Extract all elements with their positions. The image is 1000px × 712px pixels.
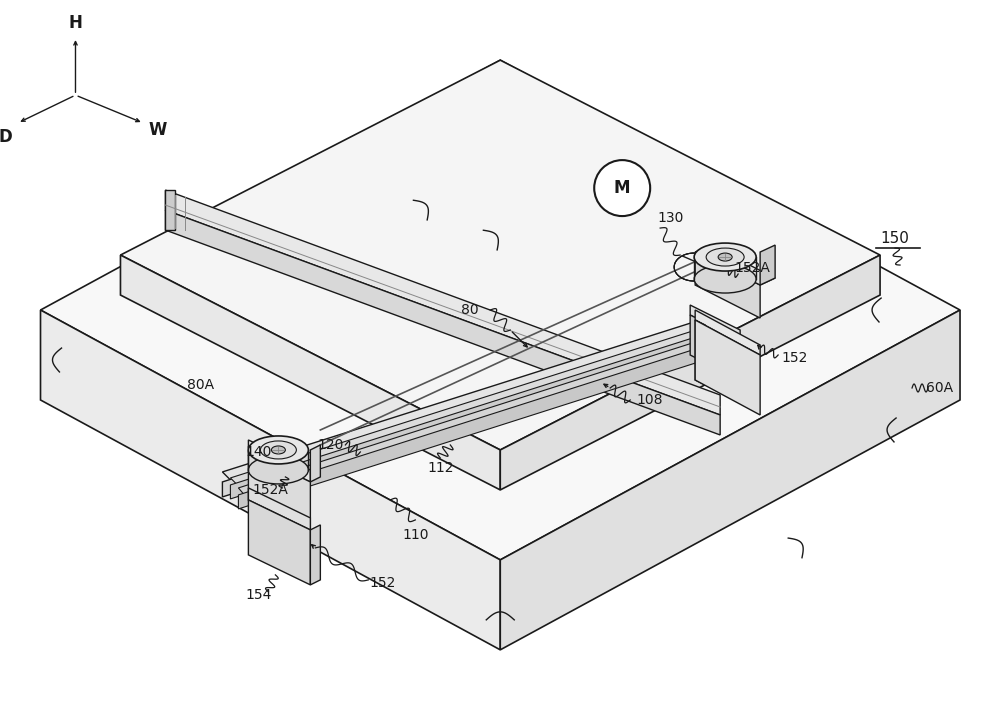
Polygon shape bbox=[695, 245, 775, 285]
Polygon shape bbox=[760, 245, 775, 285]
Polygon shape bbox=[690, 305, 740, 340]
Text: 108: 108 bbox=[637, 393, 663, 407]
Ellipse shape bbox=[694, 243, 756, 271]
Ellipse shape bbox=[260, 441, 296, 459]
Polygon shape bbox=[41, 60, 960, 560]
Polygon shape bbox=[230, 327, 711, 485]
Text: 130: 130 bbox=[657, 211, 683, 225]
Ellipse shape bbox=[694, 265, 756, 293]
Text: H: H bbox=[69, 14, 82, 32]
Polygon shape bbox=[500, 310, 960, 650]
Polygon shape bbox=[695, 320, 705, 385]
Text: 110: 110 bbox=[402, 528, 429, 542]
Polygon shape bbox=[695, 310, 760, 355]
Text: 152: 152 bbox=[369, 576, 396, 590]
Polygon shape bbox=[120, 255, 500, 490]
Text: D: D bbox=[0, 128, 12, 146]
Polygon shape bbox=[248, 500, 310, 585]
Polygon shape bbox=[238, 344, 711, 509]
Polygon shape bbox=[238, 337, 717, 495]
Polygon shape bbox=[690, 315, 700, 360]
Polygon shape bbox=[165, 190, 720, 415]
Polygon shape bbox=[165, 190, 175, 230]
Polygon shape bbox=[695, 320, 760, 415]
Polygon shape bbox=[310, 525, 320, 585]
Polygon shape bbox=[222, 320, 710, 482]
Circle shape bbox=[594, 160, 650, 216]
Text: 154: 154 bbox=[245, 588, 272, 602]
Polygon shape bbox=[248, 440, 310, 482]
Polygon shape bbox=[222, 330, 700, 497]
Polygon shape bbox=[248, 488, 310, 530]
Ellipse shape bbox=[248, 436, 308, 464]
Text: 80: 80 bbox=[461, 303, 479, 317]
Text: 80A: 80A bbox=[187, 378, 214, 392]
Text: 112: 112 bbox=[427, 461, 454, 475]
Ellipse shape bbox=[248, 456, 308, 484]
Polygon shape bbox=[230, 334, 705, 499]
Text: 152: 152 bbox=[782, 351, 808, 365]
Text: 118: 118 bbox=[605, 168, 632, 182]
Text: 152A: 152A bbox=[734, 261, 770, 275]
Polygon shape bbox=[41, 310, 500, 650]
Polygon shape bbox=[120, 60, 880, 450]
Ellipse shape bbox=[718, 253, 732, 261]
Text: W: W bbox=[148, 121, 167, 139]
Text: M: M bbox=[614, 179, 630, 197]
Text: 140: 140 bbox=[245, 445, 272, 459]
Text: 120: 120 bbox=[317, 438, 344, 452]
Polygon shape bbox=[310, 445, 320, 482]
Text: 152A: 152A bbox=[252, 483, 288, 497]
Ellipse shape bbox=[271, 446, 285, 454]
Polygon shape bbox=[500, 255, 880, 490]
Ellipse shape bbox=[706, 248, 744, 266]
Polygon shape bbox=[165, 210, 720, 435]
Polygon shape bbox=[695, 252, 760, 318]
Polygon shape bbox=[248, 452, 310, 530]
Text: 60A: 60A bbox=[926, 381, 954, 395]
Text: 150: 150 bbox=[881, 231, 909, 246]
